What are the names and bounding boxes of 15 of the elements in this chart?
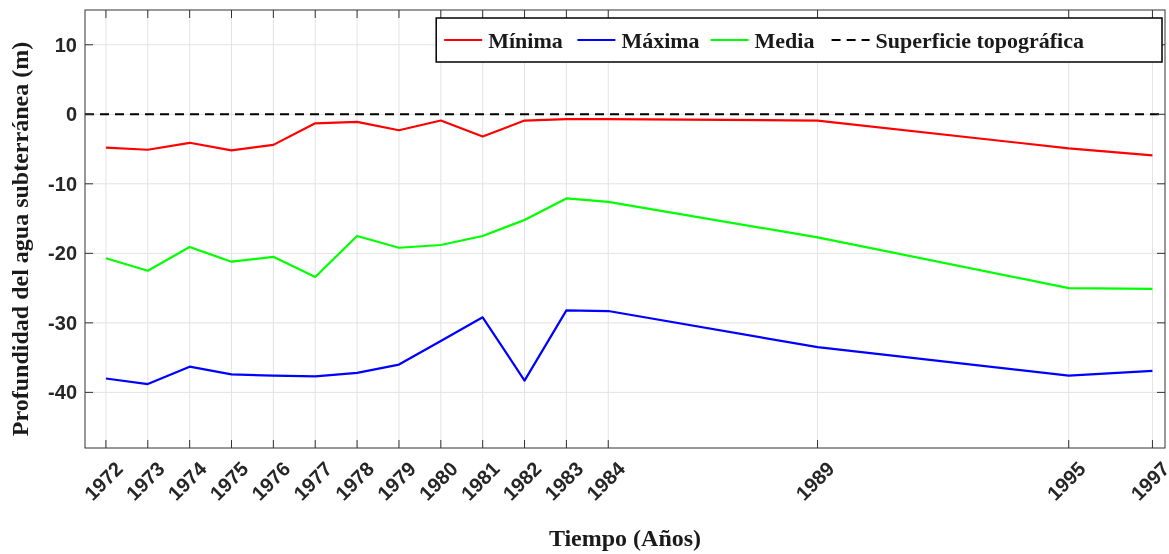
legend-label: Máxima xyxy=(621,27,700,53)
legend-label: Media xyxy=(754,27,815,53)
line-series xyxy=(104,309,1154,386)
y-tick-label: 0 xyxy=(65,103,77,126)
line-series xyxy=(104,118,1154,157)
y-tick-label: -10 xyxy=(48,172,77,195)
legend-label: Mínima xyxy=(488,27,563,53)
y-tick-label: -30 xyxy=(48,311,77,334)
line-series xyxy=(104,197,1154,290)
y-tick-label: 10 xyxy=(54,33,77,56)
y-tick-label: -40 xyxy=(48,381,77,404)
x-axis-title: Tiempo (Años) xyxy=(548,525,702,551)
legend-label: Superficie topográfica xyxy=(875,27,1084,53)
y-tick-label: -20 xyxy=(48,242,77,265)
y-axis-title: Profundidad del agua subterránea (m) xyxy=(7,41,33,437)
